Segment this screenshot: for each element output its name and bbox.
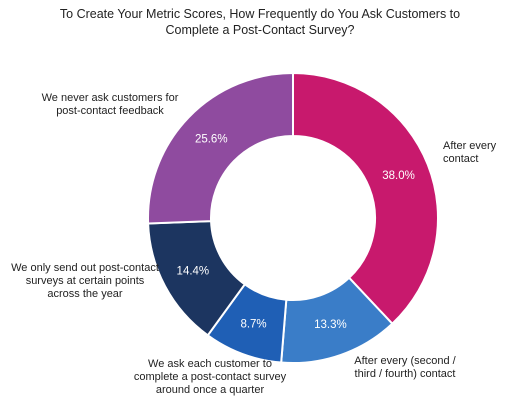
value-label: 25.6% — [195, 133, 228, 145]
category-label: After every (second / third / fourth) co… — [354, 355, 456, 380]
donut-segment — [147, 71, 294, 225]
chart-title: To Create Your Metric Scores, How Freque… — [59, 7, 461, 37]
category-label: We ask each customer to complete a post-… — [133, 358, 287, 396]
value-label: 13.3% — [314, 319, 347, 331]
category-label: We never ask customers for post-contact … — [41, 92, 179, 117]
category-label: We only send out post-contact surveys at… — [11, 262, 159, 300]
value-label: 8.7% — [240, 318, 266, 330]
donut-segment — [292, 71, 439, 326]
value-label: 14.4% — [177, 265, 210, 277]
value-label: 38.0% — [382, 170, 415, 182]
category-label: After every contact — [443, 140, 497, 165]
